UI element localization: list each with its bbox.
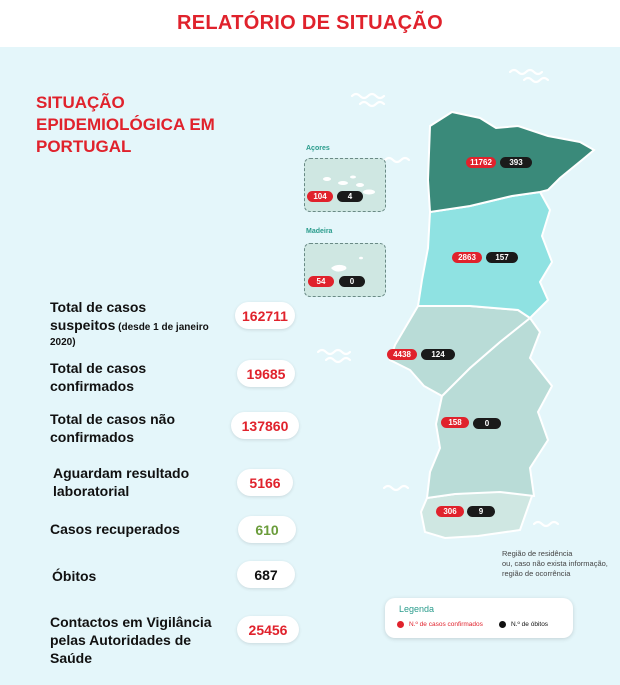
madeira-label: Madeira (306, 228, 333, 235)
legend-item-deaths: N.º de óbitos (499, 621, 548, 628)
stat-confirmed-value: 19685 (237, 360, 295, 387)
stat-suspected-label-note: (desde 1 de janeiro (115, 322, 209, 333)
report-header-title: RELATÓRIO DE SITUAÇÃO (177, 11, 443, 34)
alentejo-cases-badge: 158 (441, 417, 469, 428)
legend-confirmed-dot-icon (397, 621, 404, 628)
stat-contacts-label: Contactos em Vigilância pelas Autoridade… (50, 613, 212, 667)
map-note-line: região de ocorrência (502, 569, 571, 578)
azores-label: Açores (306, 145, 330, 152)
stat-not-confirmed-label-line2: confirmados (50, 429, 135, 445)
stat-deaths-value: 687 (237, 561, 295, 588)
lisboa-deaths-badge: 124 (421, 349, 455, 360)
stat-contacts-value: 25456 (237, 616, 299, 643)
azores-cases-badge: 104 (307, 191, 333, 202)
madeira-islands (331, 256, 363, 272)
map-note-line: ou, caso não exista informação, (502, 559, 608, 568)
stat-suspected-label-main: suspeitos (50, 317, 116, 333)
report-title: SITUAÇÃO EPIDEMIOLÓGICA EM PORTUGAL (36, 92, 215, 158)
azores-inset (304, 158, 386, 212)
stat-recovered-label: Casos recuperados (50, 520, 180, 538)
stat-not-confirmed-value: 137860 (231, 412, 299, 439)
legend-deaths-dot-icon (499, 621, 506, 628)
stat-deaths-label: Óbitos (52, 567, 96, 585)
legend-item-confirmed: N.º de casos confirmados (397, 621, 483, 628)
stat-contacts-label-line3: Saúde (50, 650, 93, 666)
azores-deaths-badge: 4 (337, 191, 363, 202)
stat-confirmed-label: Total de casos confirmados (50, 359, 146, 395)
legend-title: Legenda (399, 604, 435, 614)
report-title-line: SITUAÇÃO (36, 93, 125, 112)
stat-not-confirmed-label: Total de casos não confirmados (50, 410, 175, 446)
norte-cases-badge: 11762 (466, 157, 496, 168)
stat-recovered-value: 610 (238, 516, 296, 543)
legend-deaths-label: N.º de óbitos (511, 621, 549, 628)
stat-confirmed-label-line1: Total de casos (50, 360, 147, 376)
madeira-inset (304, 243, 386, 297)
report-title-line: PORTUGAL (36, 137, 132, 156)
stat-not-confirmed-label-line1: Total de casos não (50, 411, 175, 427)
map-note: Região de residência ou, caso não exista… (502, 549, 608, 579)
stat-contacts-label-line1: Contactos em Vigilância (50, 614, 212, 630)
centro-cases-badge: 2863 (452, 252, 482, 263)
stat-confirmed-label-line2: confirmados (50, 378, 135, 394)
stat-suspected-label-line1: Total de casos (50, 299, 147, 315)
report-title-line: EPIDEMIOLÓGICA EM (36, 115, 215, 134)
algarve-deaths-badge: 9 (467, 506, 495, 517)
alentejo-deaths-badge: 0 (473, 418, 501, 429)
norte-deaths-badge: 393 (500, 157, 532, 168)
stat-suspected-label-line3: 2020) (50, 337, 76, 348)
stat-suspected-label: Total de casos suspeitos (desde 1 de jan… (50, 298, 209, 349)
legend: Legenda N.º de casos confirmados N.º de … (385, 598, 573, 638)
stat-awaiting-label-line1: Aguardam resultado (53, 465, 190, 481)
algarve-cases-badge: 306 (436, 506, 464, 517)
stat-awaiting-value: 5166 (237, 469, 293, 496)
madeira-deaths-badge: 0 (339, 276, 365, 287)
madeira-cases-badge: 54 (308, 276, 334, 287)
lisboa-cases-badge: 4438 (387, 349, 417, 360)
stat-suspected-value: 162711 (235, 302, 295, 329)
stat-suspected-label-line2: suspeitos (desde 1 de janeiro (50, 316, 209, 337)
map-note-line: Região de residência (502, 549, 573, 558)
stat-contacts-label-line2: pelas Autoridades de (50, 632, 192, 648)
stat-recovered-label-line1: Casos recuperados (50, 521, 180, 537)
stat-awaiting-label: Aguardam resultado laboratorial (53, 464, 189, 500)
centro-deaths-badge: 157 (486, 252, 518, 263)
stat-awaiting-label-line2: laboratorial (53, 483, 130, 499)
azores-islands (323, 175, 375, 195)
stat-deaths-label-line1: Óbitos (52, 568, 97, 584)
legend-confirmed-label: N.º de casos confirmados (409, 621, 483, 628)
report-header: RELATÓRIO DE SITUAÇÃO (0, 0, 620, 46)
